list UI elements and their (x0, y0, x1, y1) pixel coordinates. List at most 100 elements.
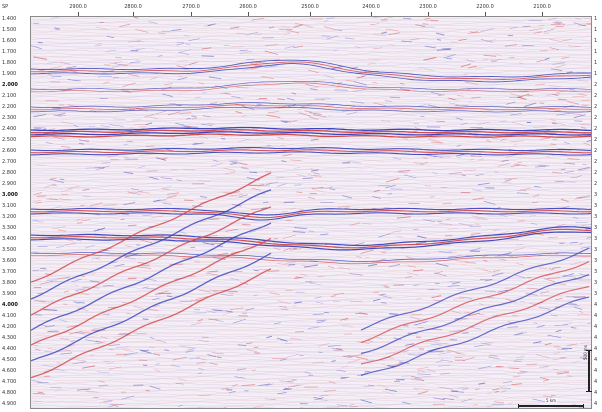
reflector-horizon (31, 126, 591, 138)
twt-tick-label: 4.700 (2, 379, 17, 385)
twt-tick-label-right: 3 (594, 192, 598, 198)
shotpoint-tick-label: 2500.0 (301, 4, 319, 10)
twt-tick-label-right: 1 (594, 71, 598, 77)
twt-tick-label-right: 1 (594, 49, 598, 55)
sp-axis-label: SP (2, 4, 9, 10)
shotpoint-tick-label: 2600.0 (239, 4, 257, 10)
twt-tick-label-right: 3 (594, 247, 598, 253)
twt-tick-label-right: 4 (594, 390, 598, 396)
twt-tick-label-right: 2 (594, 82, 598, 88)
twt-tick-label-right: 4 (594, 346, 598, 352)
twt-tick-label-right: 3 (594, 236, 598, 242)
twt-tick-label: 2.200 (2, 104, 17, 110)
shotpoint-tick-mark (248, 12, 249, 16)
twt-tick-label: 2.800 (2, 170, 17, 176)
shotpoint-tick-mark (78, 12, 79, 16)
twt-tick-label-right: 3 (594, 269, 598, 275)
twt-tick-label-right: 1 (594, 38, 598, 44)
horizontal-scale-bar (518, 404, 584, 408)
shotpoint-tick-mark (310, 12, 311, 16)
twt-tick-label-right: 2 (594, 126, 598, 132)
twt-tick-label-right: 4 (594, 379, 598, 385)
reflector-horizon (31, 207, 591, 221)
twt-tick-label: 1.400 (2, 16, 17, 22)
reflector-horizon (31, 59, 591, 83)
shotpoint-tick-label: 2200.0 (476, 4, 494, 10)
twt-tick-label: 4.200 (2, 324, 17, 330)
twt-tick-label-right: 1 (594, 60, 598, 66)
twt-tick-label-right: 2 (594, 170, 598, 176)
twt-tick-label: 1.800 (2, 60, 17, 66)
twt-tick-label-right: 4 (594, 401, 598, 407)
twt-tick-label: 1.600 (2, 38, 17, 44)
twt-tick-label: 3.300 (2, 225, 17, 231)
twt-tick-label: 2.000 (2, 82, 18, 88)
twt-tick-label: 4.400 (2, 346, 17, 352)
vertical-scale-bar (586, 350, 592, 392)
twt-tick-label: 4.900 (2, 401, 17, 407)
twt-tick-label: 3.100 (2, 203, 17, 209)
twt-tick-label: 3.000 (2, 192, 18, 198)
shotpoint-tick-mark (133, 12, 134, 16)
shotpoint-tick-mark (428, 12, 429, 16)
twt-tick-label: 2.300 (2, 115, 17, 121)
dipping-reflectors (31, 172, 272, 379)
shotpoint-tick-label: 2800.0 (124, 4, 142, 10)
vertical-scale-label: 500 ms (583, 345, 588, 360)
twt-tick-label: 3.200 (2, 214, 17, 220)
reflector-horizon (31, 147, 591, 156)
twt-tick-label: 3.500 (2, 247, 17, 253)
shotpoint-tick-label: 2400.0 (362, 4, 380, 10)
shotpoint-tick-label: 2300.0 (419, 4, 437, 10)
seismic-amplitude-image (31, 17, 591, 408)
twt-tick-label-right: 3 (594, 225, 598, 231)
twt-tick-label: 4.000 (2, 302, 18, 308)
shotpoint-tick-mark (485, 12, 486, 16)
twt-tick-label-right: 3 (594, 280, 598, 286)
shotpoint-tick-label: 2700.0 (182, 4, 200, 10)
twt-axis-left: 1.400 1.500 1.600 1.700 1.800 1.900 2.000 2.100… (0, 16, 30, 412)
twt-tick-label-right: 1 (594, 27, 598, 33)
twt-tick-label: 3.600 (2, 258, 17, 264)
twt-tick-label: 3.800 (2, 280, 17, 286)
twt-tick-label: 2.700 (2, 159, 17, 165)
twt-tick-label-right: 4 (594, 368, 598, 374)
twt-tick-label-right: 1 (594, 16, 598, 22)
twt-tick-label: 1.700 (2, 49, 17, 55)
twt-tick-label-right: 2 (594, 181, 598, 187)
twt-tick-label: 3.900 (2, 291, 17, 297)
twt-tick-label-right: 2 (594, 148, 598, 154)
reflector-horizon (31, 252, 591, 265)
striations (31, 17, 591, 408)
twt-tick-label-right: 3 (594, 214, 598, 220)
twt-tick-label: 3.700 (2, 269, 17, 275)
twt-tick-label: 2.100 (2, 93, 17, 99)
twt-tick-label: 4.500 (2, 357, 17, 363)
twt-tick-label: 1.500 (2, 27, 17, 33)
twt-axis-right: 1 1 1 1 1 1 2 2 2 2 2 2 2 2 2 2 3 3 3 3 3 3 3 3 3 3 4 4 4 4 4 4 4 4 4 4 (592, 16, 602, 412)
twt-tick-label: 2.900 (2, 181, 17, 187)
shotpoint-tick-mark (542, 12, 543, 16)
twt-tick-label-right: 4 (594, 357, 598, 363)
twt-tick-label-right: 2 (594, 115, 598, 121)
twt-tick-label: 4.600 (2, 368, 17, 374)
twt-tick-label: 4.300 (2, 335, 17, 341)
twt-tick-label-right: 3 (594, 258, 598, 264)
shotpoint-tick-label: 2900.0 (69, 4, 87, 10)
twt-tick-label-right: 4 (594, 335, 598, 341)
shotpoint-tick-label: 2100.0 (533, 4, 551, 10)
twt-tick-label-right: 4 (594, 302, 598, 308)
twt-tick-label-right: 3 (594, 203, 598, 209)
reflector-horizon (31, 102, 591, 113)
twt-tick-label: 3.400 (2, 236, 17, 242)
twt-tick-label: 4.100 (2, 313, 17, 319)
twt-tick-label-right: 4 (594, 313, 598, 319)
horizontal-scale-label: 5 km (545, 398, 558, 403)
twt-tick-label-right: 2 (594, 93, 598, 99)
shotpoint-tick-mark (371, 12, 372, 16)
seismic-section[interactable] (30, 16, 592, 409)
twt-tick-label: 2.500 (2, 137, 17, 143)
twt-tick-label-right: 4 (594, 324, 598, 330)
twt-tick-label: 2.600 (2, 148, 17, 154)
